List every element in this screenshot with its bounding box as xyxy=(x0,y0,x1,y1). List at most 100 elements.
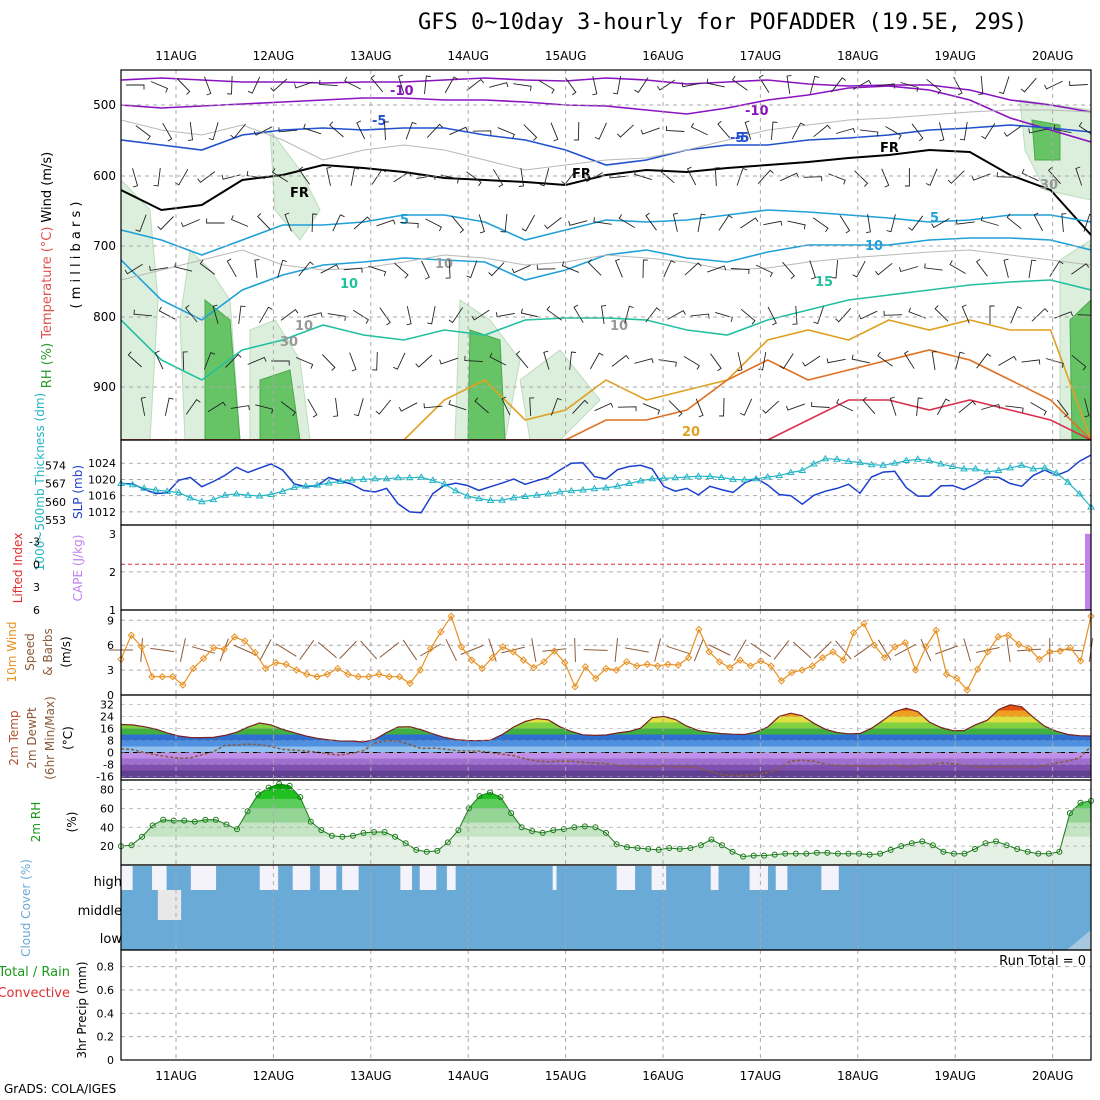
wind-barb xyxy=(1003,258,1009,278)
contour-label: FR xyxy=(880,141,899,156)
wind-speed-marker xyxy=(870,641,879,649)
wind-barb xyxy=(333,398,339,417)
rh-marker xyxy=(729,848,736,855)
wind-barb-10m xyxy=(975,647,1000,653)
rh-marker xyxy=(782,850,789,857)
rh-marker xyxy=(307,818,314,825)
low-cloud-shade xyxy=(1066,930,1091,950)
rh-marker xyxy=(276,780,283,787)
wind-barb xyxy=(133,309,153,317)
wind-speed-marker xyxy=(808,662,817,670)
upper-air-ylabel: RH (%) Temperature (°C) Wind (m/s) xyxy=(40,152,55,388)
rh-marker xyxy=(1066,810,1073,817)
wind-barb xyxy=(257,213,271,230)
temp-band xyxy=(121,764,1091,771)
rh-marker xyxy=(497,794,504,801)
thickness-marker xyxy=(509,493,518,501)
wind-barb xyxy=(320,264,339,274)
temperature-contour xyxy=(121,349,1091,440)
thickness-marker xyxy=(301,482,310,489)
rh-marker xyxy=(824,849,831,856)
wind-barb xyxy=(349,352,357,372)
wind-barb-10m xyxy=(614,638,619,662)
wind-barb xyxy=(150,81,169,93)
cape-tick: 2 xyxy=(109,566,116,579)
rh-marker xyxy=(666,845,673,852)
thickness-marker xyxy=(636,476,645,484)
wind-barb-10m xyxy=(625,647,649,653)
wind-barb xyxy=(594,402,614,412)
thickness-marker xyxy=(463,492,472,499)
wind-barb xyxy=(127,351,143,368)
rh-marker xyxy=(792,850,799,857)
wind-barb xyxy=(1010,306,1022,324)
pressure-tick: 500 xyxy=(93,98,116,112)
wind-barb xyxy=(1083,213,1091,232)
wind-barb xyxy=(744,120,752,140)
contour-label: 10 xyxy=(435,257,453,272)
wind-barb xyxy=(246,171,265,179)
pressure-tick: 900 xyxy=(93,380,116,394)
dewpoint-line xyxy=(120,739,1092,777)
wind-barb xyxy=(394,262,409,279)
wind-barb-10m xyxy=(835,640,852,660)
wind-speed-marker xyxy=(241,637,249,645)
wind-barb xyxy=(573,121,580,141)
rh-marker xyxy=(1077,799,1084,806)
wind-speed-marker xyxy=(1035,655,1044,664)
wind-speed-marker xyxy=(375,670,383,678)
temp-band xyxy=(121,722,1091,729)
wind-barb xyxy=(1084,398,1090,418)
thickness-marker xyxy=(394,473,403,481)
wind-speed-marker xyxy=(726,663,734,672)
date-label-top: 20AUG xyxy=(1032,49,1074,63)
rh-band xyxy=(121,822,1091,837)
wind-barb xyxy=(959,122,968,141)
wind-barb xyxy=(208,122,219,141)
wind-barb xyxy=(663,260,676,278)
contour-label: 30 xyxy=(1040,178,1058,193)
wind-barb xyxy=(938,122,945,142)
wind-barb xyxy=(947,170,965,184)
wind-barb xyxy=(717,120,731,139)
wind-barb xyxy=(1054,311,1074,319)
thickness-marker xyxy=(856,458,864,466)
wind-barb xyxy=(683,356,700,370)
rh-marker xyxy=(750,852,757,859)
wind-barb xyxy=(149,265,169,271)
wind-barb xyxy=(230,123,246,139)
wind-barb xyxy=(730,268,750,275)
cloud-row-label: low xyxy=(100,932,123,947)
wind-barb xyxy=(809,260,816,280)
wind-barb xyxy=(1069,80,1088,86)
rh-marker xyxy=(423,848,430,855)
rh-marker xyxy=(233,826,240,833)
wind-speed-marker xyxy=(736,656,744,664)
wind-speed-line xyxy=(120,614,1092,692)
wind-barb xyxy=(298,261,314,277)
wind-barb xyxy=(280,401,297,417)
thickness-marker xyxy=(902,456,911,464)
temp-band xyxy=(121,758,1091,765)
wind-barb-10m xyxy=(460,645,484,655)
wind-barb xyxy=(961,304,970,324)
wind-speed-marker xyxy=(746,662,755,670)
wind-speed-marker xyxy=(426,644,435,653)
wind-barb xyxy=(1030,402,1047,416)
wind-barb xyxy=(668,400,683,417)
wind-barb xyxy=(393,352,406,370)
wind-barb-10m xyxy=(445,638,457,662)
wind-barb xyxy=(851,354,870,364)
wind-barb-10m xyxy=(708,644,731,656)
thickness-tick: 553 xyxy=(45,514,66,527)
temperature-contour xyxy=(121,209,1091,256)
thickness-marker xyxy=(428,476,437,483)
thickness-marker xyxy=(324,479,333,486)
temp-band xyxy=(121,734,1091,741)
rh-marker xyxy=(929,842,936,849)
wind-barb xyxy=(835,307,852,323)
wind-barb xyxy=(736,167,748,186)
wind-barb xyxy=(885,126,902,140)
wind-barb xyxy=(471,309,490,321)
